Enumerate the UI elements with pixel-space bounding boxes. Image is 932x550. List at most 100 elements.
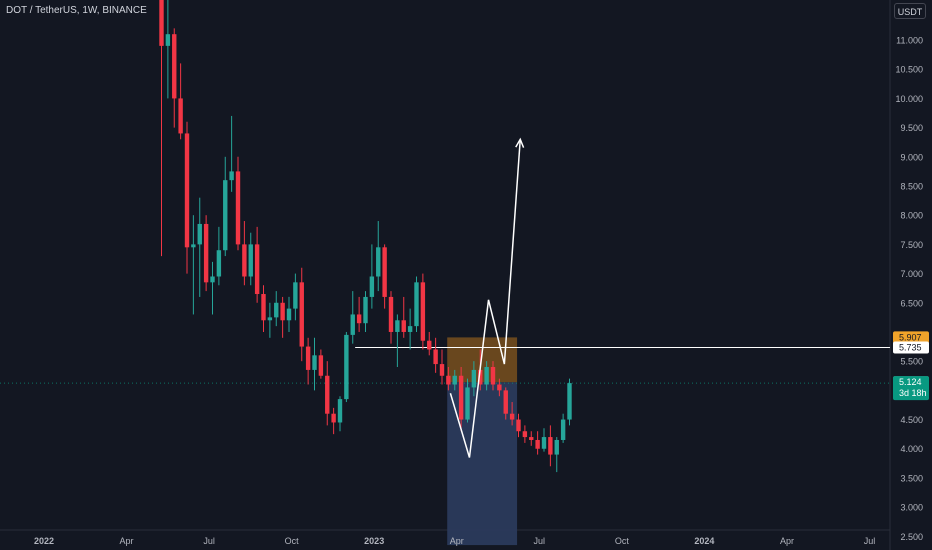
x-tick-label: Apr bbox=[450, 536, 464, 546]
candle-body bbox=[382, 247, 387, 297]
candle-body bbox=[293, 282, 298, 309]
candle-body bbox=[350, 314, 355, 335]
countdown-label: 3d 18h bbox=[899, 388, 927, 398]
x-tick-label: Oct bbox=[285, 536, 300, 546]
candle-body bbox=[567, 383, 572, 420]
candle-body bbox=[420, 282, 426, 341]
candle-body bbox=[433, 349, 438, 365]
candle-body bbox=[356, 314, 362, 324]
y-tick-label: 4.000 bbox=[900, 444, 923, 454]
x-tick-label: Jul bbox=[534, 536, 546, 546]
candle-body bbox=[376, 247, 381, 277]
candle-body bbox=[261, 294, 266, 321]
symbol-title: DOT / TetherUS, 1W, BINANCE bbox=[6, 5, 147, 16]
y-tick-label: 8.500 bbox=[900, 182, 923, 192]
candle-body bbox=[203, 223, 209, 283]
x-tick-label: Jul bbox=[203, 536, 215, 546]
candle-body bbox=[267, 317, 273, 321]
candle-body bbox=[210, 276, 215, 283]
candle-body bbox=[229, 171, 234, 181]
y-tick-label: 8.000 bbox=[900, 211, 923, 221]
candle-body bbox=[529, 437, 534, 440]
price-badge bbox=[893, 341, 929, 354]
candle-body bbox=[312, 355, 317, 370]
candle-body bbox=[254, 244, 260, 295]
candle-body bbox=[363, 296, 368, 324]
y-tick-label: 10.000 bbox=[895, 94, 923, 104]
candle-body bbox=[401, 320, 406, 332]
candle-body bbox=[369, 276, 375, 297]
y-tick-label: 2.500 bbox=[900, 532, 923, 542]
candle-body bbox=[191, 244, 196, 248]
candle-body bbox=[331, 413, 336, 423]
candle-body bbox=[446, 375, 451, 385]
candle-body bbox=[318, 355, 324, 376]
candle-body bbox=[503, 390, 508, 414]
candle-body bbox=[184, 133, 190, 248]
price-badge bbox=[893, 331, 929, 344]
candle-body bbox=[159, 0, 164, 46]
candle-body bbox=[223, 180, 228, 251]
x-tick-label: Oct bbox=[615, 536, 630, 546]
y-tick-label: 5.500 bbox=[900, 357, 923, 367]
candle-body bbox=[516, 419, 521, 432]
candle-body bbox=[484, 367, 489, 385]
x-tick-label: Apr bbox=[120, 536, 134, 546]
x-tick-label: 2023 bbox=[364, 536, 384, 546]
price-badge-label: 5.735 bbox=[899, 342, 922, 352]
candle-body bbox=[299, 282, 304, 347]
candle-body bbox=[286, 308, 292, 321]
candle-body bbox=[344, 334, 349, 400]
y-tick-label: 4.500 bbox=[900, 415, 923, 425]
projection-path[interactable] bbox=[449, 139, 521, 458]
candle-body bbox=[337, 399, 343, 423]
candle-body bbox=[407, 326, 413, 332]
candle-body bbox=[242, 244, 247, 277]
candle-body bbox=[509, 413, 515, 420]
candle-body bbox=[248, 244, 253, 277]
currency-button[interactable]: USDT bbox=[894, 3, 926, 19]
candle-body bbox=[439, 364, 445, 376]
y-tick-label: 3.000 bbox=[900, 503, 923, 513]
candle-body bbox=[490, 367, 496, 385]
candle-body bbox=[274, 302, 279, 318]
y-tick-label: 3.500 bbox=[900, 473, 923, 483]
price-badge bbox=[893, 376, 929, 401]
candle-body bbox=[554, 439, 559, 455]
candle-body bbox=[548, 437, 553, 455]
y-tick-label: 10.500 bbox=[895, 65, 923, 75]
candle-body bbox=[541, 437, 547, 449]
candle-body bbox=[178, 98, 183, 134]
candle-body bbox=[216, 250, 222, 277]
candle-body bbox=[280, 302, 285, 321]
projection-arrowhead bbox=[515, 137, 525, 148]
y-tick-label: 9.000 bbox=[900, 152, 923, 162]
y-tick-label: 11.000 bbox=[896, 36, 923, 46]
candle-body bbox=[560, 419, 566, 440]
price-badge-label: 5.907 bbox=[899, 332, 922, 342]
price-badge-label: 5.124 bbox=[899, 377, 922, 387]
candle-body bbox=[172, 34, 177, 99]
candle-body bbox=[535, 439, 540, 449]
candle-body bbox=[395, 320, 400, 332]
y-tick-label: 7.500 bbox=[900, 240, 923, 250]
candle-body bbox=[388, 296, 394, 332]
candle-body bbox=[452, 375, 457, 385]
x-tick-label: Apr bbox=[780, 536, 794, 546]
y-tick-label: 7.000 bbox=[900, 269, 923, 279]
candle-body bbox=[197, 223, 202, 245]
candle-body bbox=[465, 387, 470, 420]
candle-body bbox=[414, 282, 419, 327]
candle-body bbox=[522, 431, 528, 438]
candle-body bbox=[235, 171, 241, 245]
candle-body bbox=[478, 369, 483, 385]
y-tick-label: 9.500 bbox=[900, 123, 923, 133]
y-tick-label: 6.500 bbox=[900, 298, 923, 308]
x-tick-label: 2024 bbox=[694, 536, 714, 546]
candle-body bbox=[427, 340, 432, 350]
candle-body bbox=[165, 34, 171, 46]
candle-body bbox=[471, 369, 477, 388]
x-tick-label: 2022 bbox=[34, 536, 54, 546]
candle-body bbox=[458, 375, 464, 420]
